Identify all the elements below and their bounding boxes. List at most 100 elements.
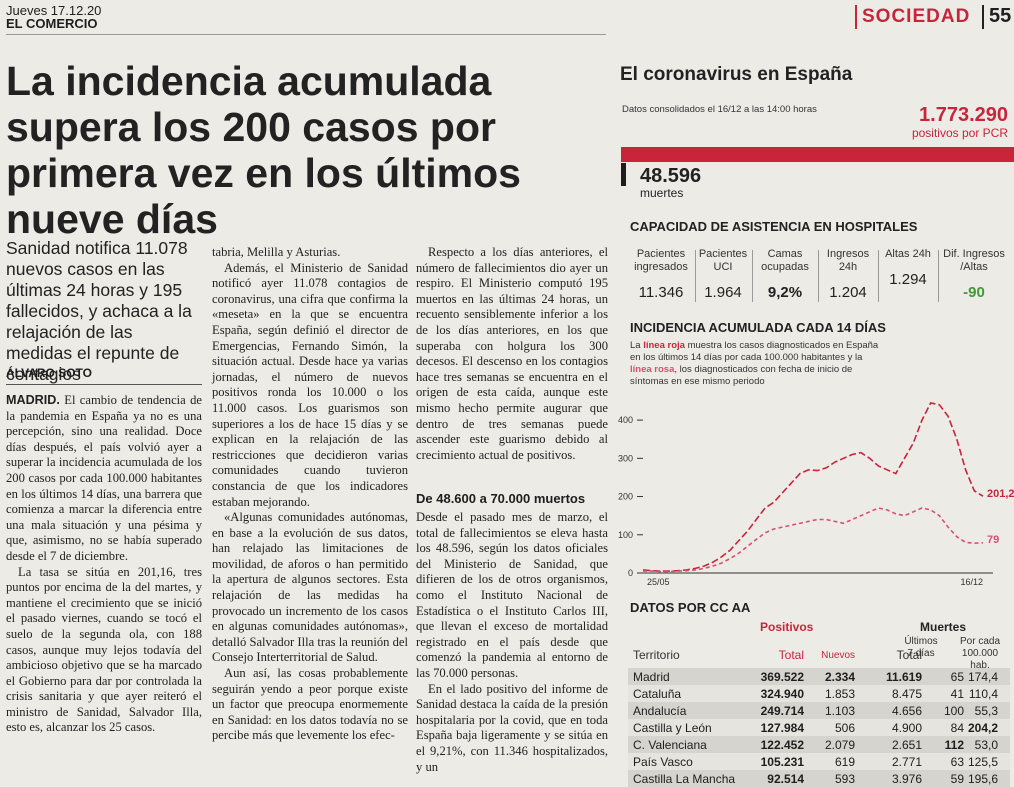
hospital-stat: Ingresos 24h 1.204 — [820, 248, 876, 301]
positivos-nuevos-cell: 1.853 — [824, 687, 855, 701]
graphic-title: El coronavirus en España — [620, 64, 853, 85]
section-divider — [855, 5, 857, 29]
table-row: Castilla y León 127.984 506 4.900 84 204,2 — [628, 719, 1010, 736]
muertes-7dias-cell: 63 — [950, 755, 964, 769]
y-tick-label: 400 — [618, 415, 633, 425]
article-column-1: MADRID. El cambio de tendencia de la pan… — [6, 393, 202, 736]
positivos-total-cell: 105.231 — [760, 755, 804, 769]
muertes-total-cell: 11.619 — [885, 670, 922, 684]
ccaa-title: DATOS POR CC AA — [630, 600, 751, 615]
hospital-stat: Pacientes UCI 1.964 — [696, 248, 750, 301]
muertes-percada-cell: 53,0 — [974, 738, 998, 752]
stat-divider — [752, 250, 753, 302]
positivos-total-cell: 324.940 — [760, 687, 804, 701]
stat-label: Altas 24h — [885, 248, 931, 260]
positivos-total-cell: 127.984 — [760, 721, 804, 735]
stat-label: Ingresos 24h — [826, 248, 870, 273]
subheadline: Sanidad notifica 11.078 nuevos casos en … — [6, 238, 192, 384]
muertes-total-cell: 4.900 — [891, 721, 922, 735]
positivos-total-cell: 122.452 — [760, 738, 804, 752]
muertes-7dias-cell: 65 — [950, 670, 964, 684]
table-row: Cataluña 324.940 1.853 8.475 41 110,4 — [628, 685, 1010, 702]
paragraph: «Algunas comunidades autónomas, en base … — [212, 510, 408, 665]
stat-divider — [818, 250, 819, 302]
incidence-description: La línea roja muestra los casos diagnost… — [630, 340, 885, 388]
muertes-total-cell: 3.976 — [891, 772, 922, 786]
hospital-stat: Dif. Ingresos /Altas -90 — [940, 248, 1008, 301]
muertes-percada-cell: 55,3 — [974, 704, 998, 718]
desc-text: , los diagnosticados con fecha de inicio… — [630, 364, 853, 387]
page-number: 55 — [989, 5, 1012, 27]
intertitle: De 48.600 a 70.000 muertos — [416, 491, 586, 506]
header-rule — [6, 34, 606, 35]
territorio-cell: Cataluña — [633, 687, 682, 701]
table-row: C. Valenciana 122.452 2.079 2.651 112 53,0 — [628, 736, 1010, 753]
muertes-total-cell: 2.771 — [891, 755, 922, 769]
paragraph: La tasa se sitúa en 201,16, tres puntos … — [6, 564, 202, 735]
series-end-label: 201,2 — [987, 488, 1014, 500]
newspaper-name: EL COMERCIO — [6, 16, 98, 31]
positivos-total-cell: 249.714 — [760, 704, 804, 718]
stat-divider — [695, 250, 696, 302]
positivos-nuevos-cell: 506 — [834, 721, 855, 735]
red-line-label: línea roja — [643, 340, 685, 351]
issue-date: Jueves 17.12.20 — [6, 3, 102, 18]
muertes-7dias-cell: 41 — [950, 687, 964, 701]
pink-series-line — [643, 507, 984, 573]
hospital-title: CAPACIDAD DE ASISTENCIA EN HOSPITALES — [630, 219, 918, 234]
positivos-nuevos-cell: 1.103 — [824, 704, 855, 718]
muertes-percada-cell: 174,4 — [967, 670, 998, 684]
headline: La incidencia acumulada supera los 200 c… — [6, 58, 521, 242]
red-series-line — [642, 401, 984, 572]
page-divider — [982, 5, 984, 29]
series-end-label: 79 — [987, 534, 999, 546]
territorio-cell: País Vasco — [633, 755, 693, 769]
col-territorio-header: Territorio — [633, 648, 680, 662]
muertes-7dias-cell: 84 — [950, 721, 964, 735]
paragraph: Respecto a los días anteriores, el númer… — [416, 245, 608, 462]
table-row: Andalucía 249.714 1.103 4.656 100 55,3 — [628, 702, 1010, 719]
paragraph: Desde el pasado mes de marzo, el total d… — [416, 510, 608, 680]
muertes-total-cell: 2.651 — [891, 738, 922, 752]
stat-value: -90 — [963, 284, 985, 301]
positivos-total: 1.773.290 — [919, 104, 1008, 126]
article-column-3: Respecto a los días anteriores, el númer… — [416, 245, 608, 463]
positivos-nuevos-cell: 593 — [834, 772, 855, 786]
x-end-label: 16/12 — [960, 577, 983, 587]
paragraph: En el lado positivo del informe de Sanid… — [416, 681, 608, 774]
section-name: SOCIEDAD — [862, 6, 971, 27]
article-column-2: tabria, Melilla y Asturias. Además, el M… — [212, 245, 408, 744]
stat-divider — [878, 250, 879, 302]
stat-divider — [938, 250, 939, 302]
muertes-percada-cell: 195,6 — [967, 772, 998, 786]
positivos-nuevos-cell: 2.079 — [824, 738, 855, 752]
positivos-total-cell: 369.522 — [760, 670, 804, 684]
byline: ÁLVARO SOTO — [6, 366, 93, 380]
col-nuevos-header: Nuevos — [821, 650, 855, 661]
graphic-date-note: Datos consolidados el 16/12 a las 14:00 … — [622, 104, 817, 115]
stat-label: Pacientes ingresados — [634, 248, 688, 273]
positivos-group-header: Positivos — [760, 620, 814, 634]
muertes-group-header: Muertes — [920, 620, 967, 634]
muertes-7dias-cell: 59 — [950, 772, 964, 786]
territorio-cell: Castilla y León — [633, 721, 712, 735]
col-percada-header: Por cada 100.000 hab. — [959, 636, 1001, 671]
stat-value: 11.346 — [638, 284, 684, 301]
table-row: Castilla La Mancha 92.514 593 3.976 59 195,6 — [628, 770, 1010, 787]
territorio-cell: Andalucía — [633, 704, 687, 718]
y-tick-label: 300 — [618, 453, 633, 463]
y-tick-label: 200 — [618, 492, 633, 502]
muertes-7dias-cell: 100 — [943, 704, 964, 718]
muertes-bar — [621, 163, 626, 186]
y-tick-label: 0 — [628, 568, 633, 578]
positivos-nuevos-cell: 2.334 — [824, 670, 855, 684]
positivos-nuevos-cell: 619 — [834, 755, 855, 769]
table-row: Madrid 369.522 2.334 11.619 65 174,4 — [628, 668, 1010, 685]
byline-rule — [6, 384, 202, 385]
muertes-total: 48.596 — [640, 165, 702, 187]
territorio-cell: Madrid — [633, 670, 670, 684]
stat-label: Camas ocupadas — [761, 248, 809, 273]
table-row: País Vasco 105.231 619 2.771 63 125,5 — [628, 753, 1010, 770]
stat-label: Pacientes UCI — [698, 248, 748, 273]
territorio-cell: Castilla La Mancha — [633, 772, 736, 786]
